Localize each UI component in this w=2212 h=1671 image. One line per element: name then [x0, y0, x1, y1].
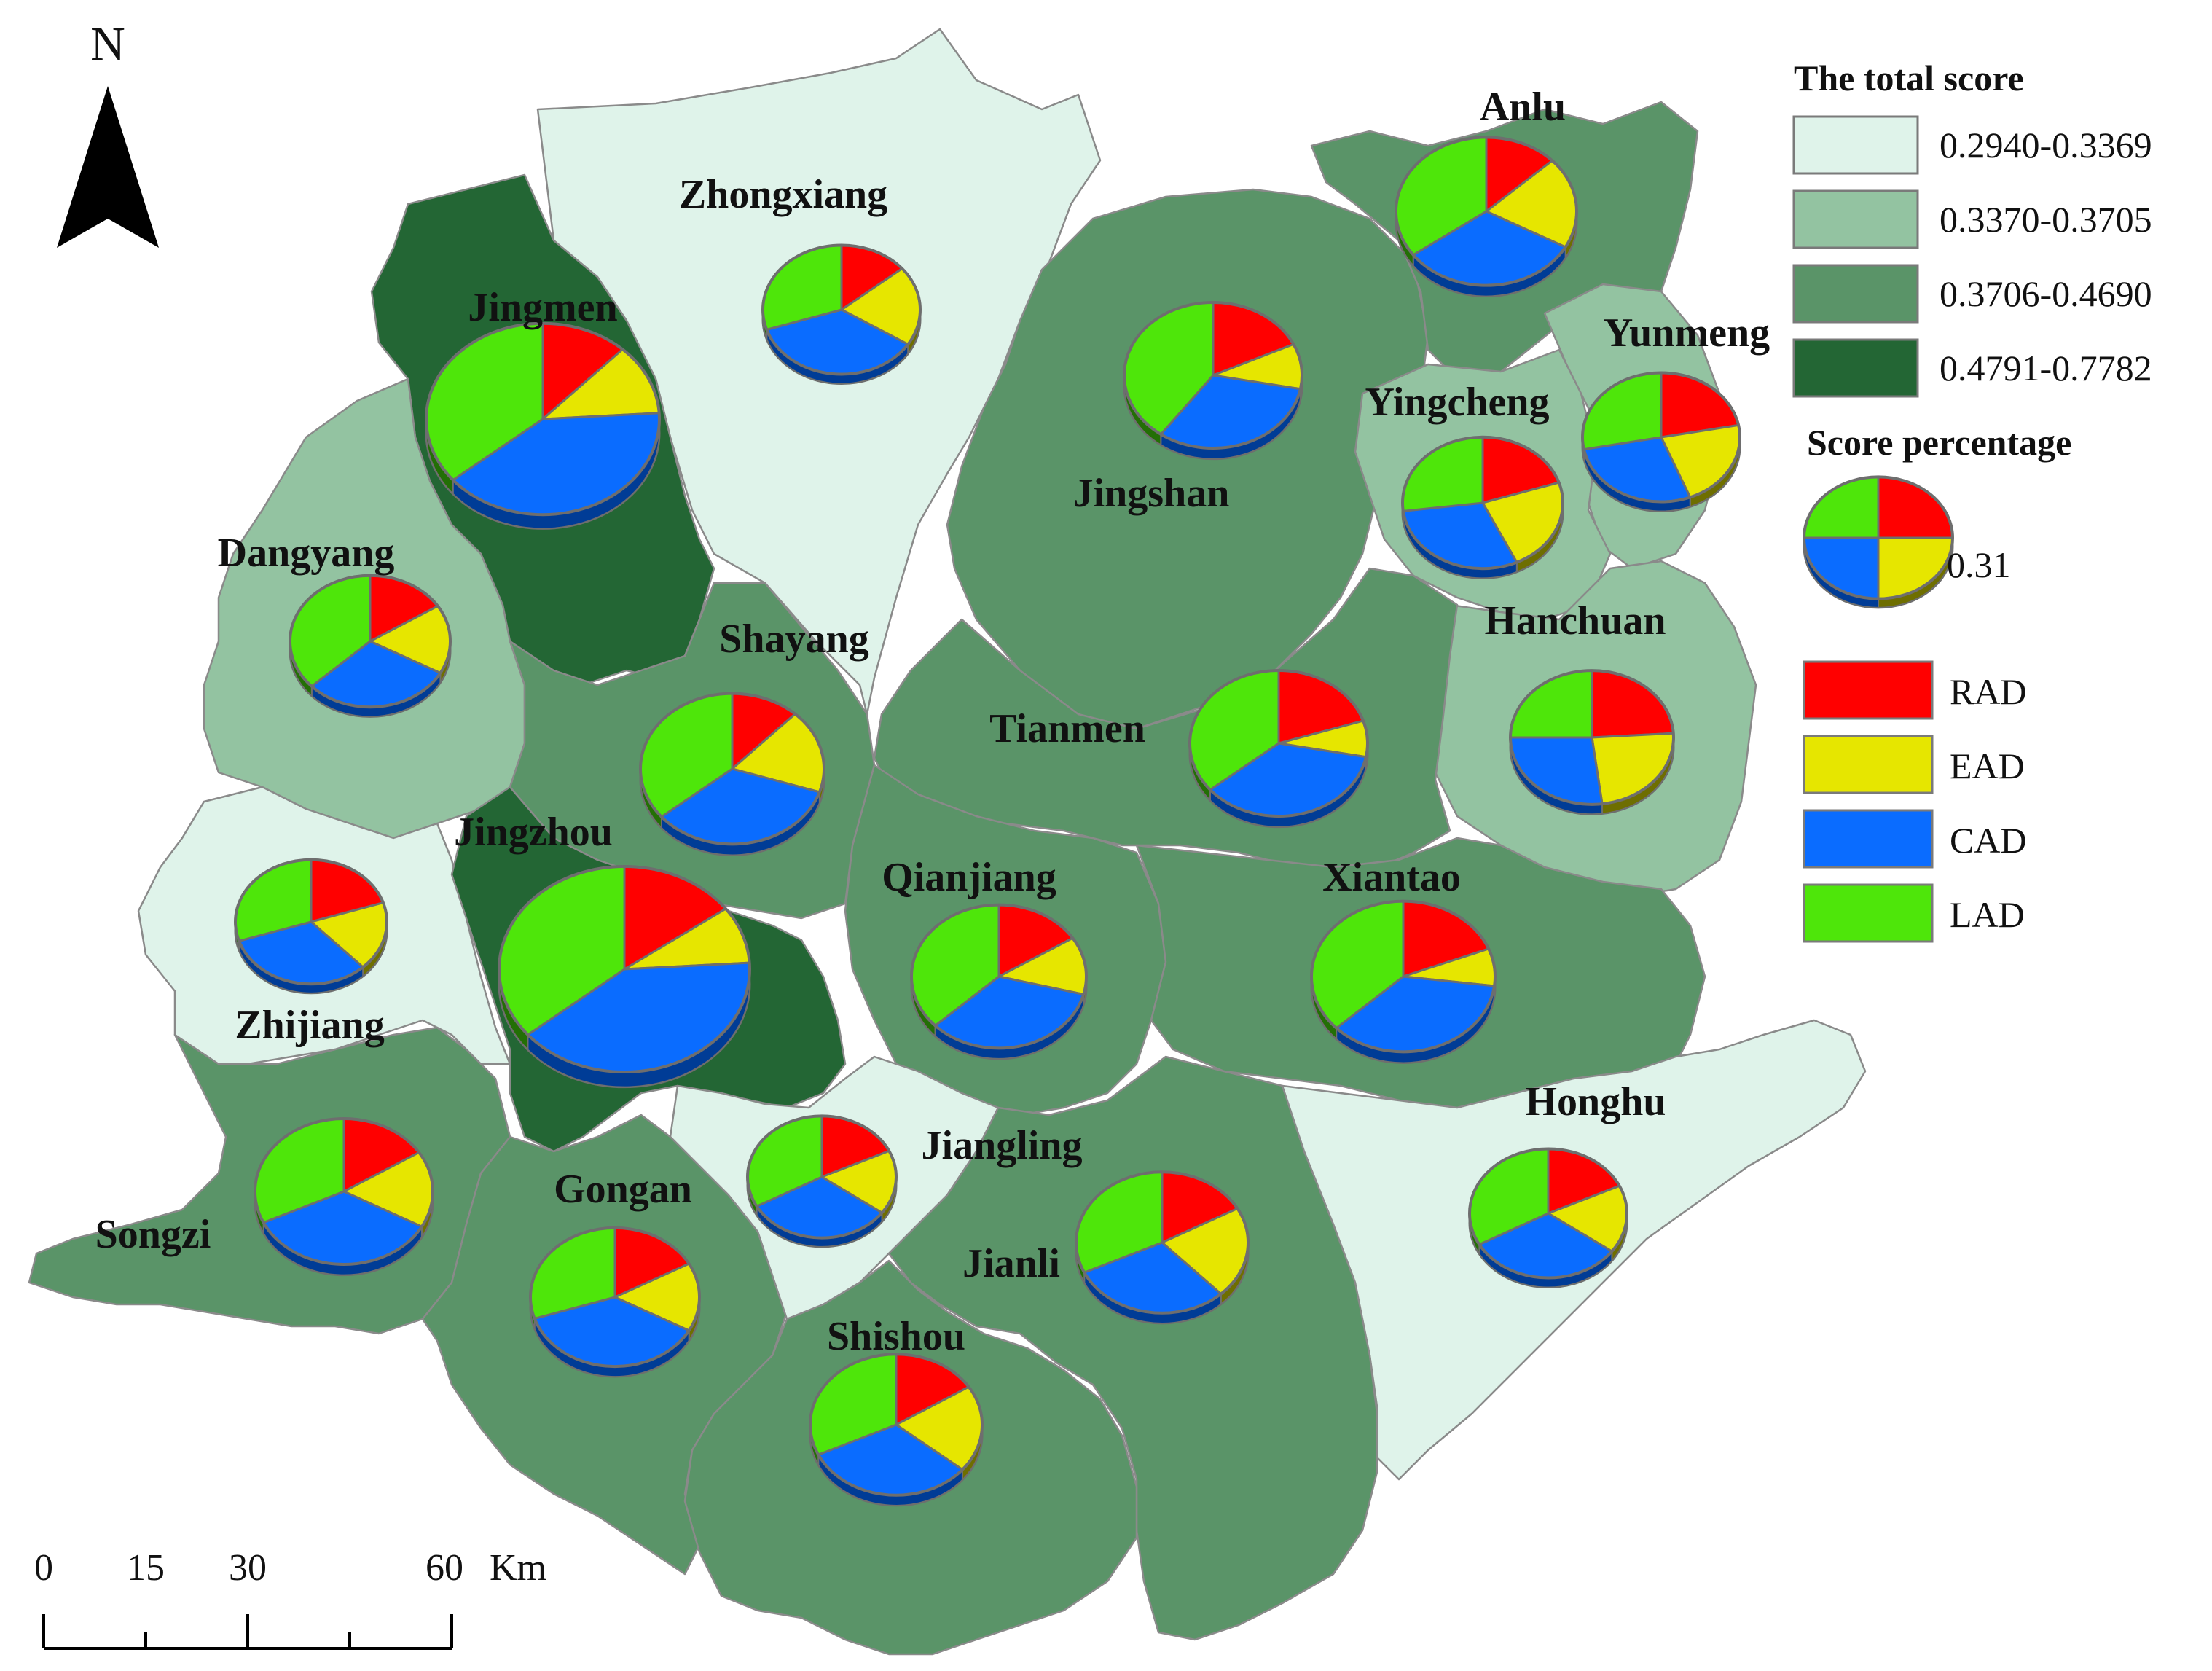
- pie-rim-jiangling: [746, 1114, 898, 1240]
- legend-swatch-ead: [1803, 735, 1934, 794]
- legend-swatch-class-3: [1792, 338, 1919, 398]
- legend-ead-label: EAD: [1950, 746, 2025, 786]
- county-label-yunmeng: Yunmeng: [1604, 310, 1770, 356]
- north-arrow-icon: [57, 86, 159, 248]
- legend-class-0-label: 0.2940-0.3369: [1940, 125, 2152, 165]
- pie-rim-shayang: [639, 692, 825, 846]
- county-label-tianmen: Tianmen: [989, 706, 1145, 751]
- pie-anlu: [1395, 136, 1578, 298]
- pie-yunmeng: [1581, 371, 1741, 513]
- pie-hanchuan: [1509, 669, 1675, 815]
- legend-swatch-class-1: [1792, 189, 1919, 249]
- pie-rim-shishou: [809, 1353, 984, 1497]
- county-label-gongan: Gongan: [554, 1167, 692, 1212]
- pie-rim-zhongxiang: [761, 243, 922, 376]
- county-label-anlu: Anlu: [1480, 85, 1566, 130]
- county-label-zhijiang: Zhijiang: [235, 1003, 384, 1048]
- legend-rad-label: RAD: [1950, 671, 2027, 712]
- county-label-jiangling: Jiangling: [922, 1123, 1083, 1168]
- pie-honghu: [1468, 1147, 1628, 1289]
- county-label-jingmen: Jingmen: [468, 285, 617, 330]
- legend-lad-label: LAD: [1950, 894, 2025, 935]
- legend-class-2-label: 0.3706-0.4690: [1940, 273, 2152, 314]
- pie-jingzhou: [498, 864, 751, 1089]
- pie-rim-gongan: [529, 1226, 701, 1369]
- pie-rim-jingshan: [1123, 300, 1303, 450]
- pie-rim-honghu: [1468, 1147, 1628, 1280]
- north-label: N: [90, 17, 125, 71]
- pie-rim-anlu: [1395, 136, 1578, 287]
- pie-rim-songzi: [254, 1116, 434, 1267]
- legend-score-title: The total score: [1794, 58, 2024, 98]
- legend-swatch-class-0: [1792, 115, 1919, 175]
- pie-gongan: [529, 1226, 701, 1378]
- legend: The total score 0.2940-0.3369 0.3370-0.3…: [1792, 58, 2152, 943]
- north-arrow: N: [57, 17, 159, 248]
- scale-label-30: 30: [229, 1547, 267, 1589]
- legend-percentage-value: 0.31: [1947, 544, 2011, 585]
- county-label-shishou: Shishou: [827, 1314, 965, 1359]
- pie-charts: [234, 136, 1741, 1507]
- county-label-songzi: Songzi: [95, 1212, 211, 1257]
- pie-jingmen: [425, 321, 661, 530]
- pie-rim-tianmen: [1188, 668, 1369, 818]
- pie-rim-legend-sample: [1803, 475, 1954, 600]
- legend-swatch-cad: [1803, 809, 1934, 869]
- pie-yingcheng: [1401, 435, 1564, 579]
- county-label-qianjiang: Qianjiang: [882, 855, 1056, 900]
- county-label-yingcheng: Yingcheng: [1365, 380, 1549, 425]
- pie-dangyang: [289, 574, 452, 718]
- pie-rim-zhijiang: [234, 858, 388, 986]
- pie-rim-xiantao: [1310, 899, 1497, 1054]
- county-label-jingzhou: Jingzhou: [454, 810, 613, 855]
- legend-cad-label: CAD: [1950, 820, 2027, 861]
- pie-rim-qianjiang: [910, 903, 1088, 1050]
- legend-sample-pie: [1803, 475, 1954, 609]
- county-label-honghu: Honghu: [1526, 1079, 1666, 1124]
- scale-label-15: 15: [127, 1547, 165, 1589]
- pie-tianmen: [1188, 668, 1369, 829]
- legend-class-3-label: 0.4791-0.7782: [1940, 348, 2152, 388]
- pie-legend-sample: [1803, 475, 1954, 609]
- pie-shishou: [809, 1353, 984, 1507]
- pie-songzi: [254, 1116, 434, 1277]
- pie-rim-jingzhou: [498, 864, 751, 1074]
- pie-jingshan: [1123, 300, 1303, 461]
- scale-label-0: 0: [34, 1547, 53, 1589]
- legend-class-1-label: 0.3370-0.3705: [1940, 199, 2152, 240]
- scale-label-60: 60: [425, 1547, 463, 1589]
- pie-rim-jianli: [1075, 1170, 1250, 1315]
- region-jianli: [887, 1055, 1378, 1641]
- pie-qianjiang: [910, 903, 1088, 1060]
- legend-percentage-title: Score percentage: [1807, 422, 2071, 463]
- county-labels: Zhongxiang Jingmen Anlu Jingshan Yunmeng Ying…: [95, 85, 1770, 1359]
- pie-jianli: [1075, 1170, 1250, 1325]
- pie-zhijiang: [234, 858, 388, 995]
- legend-swatch-rad: [1803, 660, 1934, 720]
- pie-rim-yingcheng: [1401, 435, 1564, 571]
- legend-swatch-lad: [1803, 883, 1934, 943]
- pie-zhongxiang: [761, 243, 922, 386]
- pie-shayang: [639, 692, 825, 856]
- legend-swatch-class-2: [1792, 264, 1919, 324]
- county-label-jingshan: Jingshan: [1073, 471, 1230, 516]
- pie-rim-yunmeng: [1581, 371, 1741, 504]
- pie-jiangling: [746, 1114, 898, 1248]
- county-label-zhongxiang: Zhongxiang: [679, 172, 887, 217]
- scale-bar: 0 15 30 60 Km: [34, 1547, 546, 1650]
- pie-xiantao: [1310, 899, 1497, 1064]
- pie-rim-dangyang: [289, 574, 452, 709]
- pie-rim-jingmen: [425, 321, 661, 517]
- county-label-hanchuan: Hanchuan: [1485, 598, 1666, 643]
- county-label-jianli: Jianli: [962, 1241, 1060, 1286]
- county-label-dangyang: Dangyang: [218, 531, 395, 576]
- county-label-shayang: Shayang: [719, 617, 868, 662]
- scale-unit: Km: [490, 1547, 546, 1589]
- county-label-xiantao: Xiantao: [1322, 855, 1461, 900]
- pie-rim-hanchuan: [1509, 669, 1675, 806]
